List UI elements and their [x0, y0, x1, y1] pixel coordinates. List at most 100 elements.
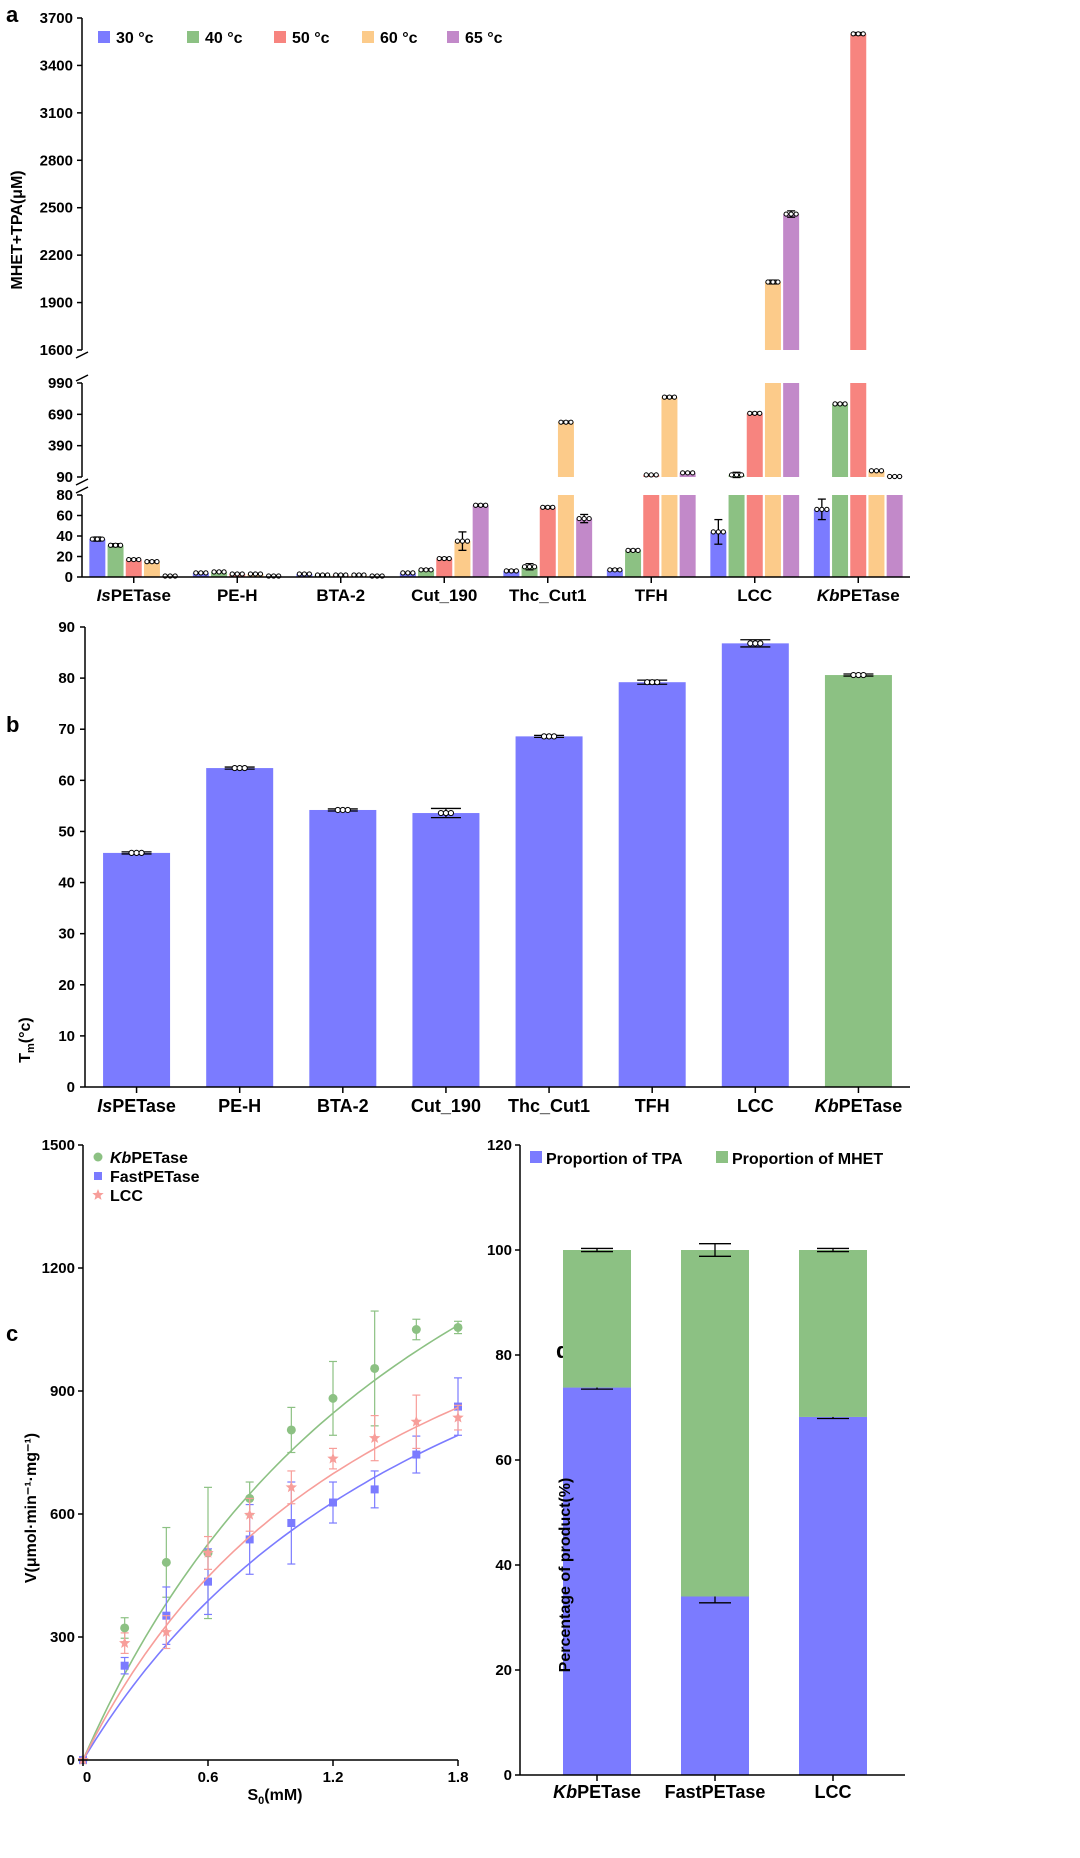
- a-legend-swatch-3: [362, 31, 374, 43]
- a-bar-0-2-pts-dot-0: [126, 556, 132, 563]
- a-bar-5-1: [625, 547, 642, 577]
- a-bar-4-0-seg-0: [503, 570, 520, 577]
- b-xtick-label-7-italic: Kb: [815, 1096, 839, 1116]
- a-bar-6-2-pts-dot-0: [747, 410, 753, 416]
- c-point-2-8: [410, 1415, 422, 1427]
- b-bar-4: [515, 733, 583, 1087]
- a-ytick-label-2-7: 3700: [40, 10, 73, 27]
- a-bar-1-1-pts: [211, 569, 227, 575]
- b-bar-1-pts: [231, 764, 248, 772]
- a-bar-6-0-seg-0: [710, 531, 727, 577]
- c-point-2-1: [119, 1637, 131, 1648]
- a-xtick-label-6: LCC: [737, 586, 772, 605]
- c-point-0-2: [161, 1557, 171, 1567]
- a-bar-1-2-pts-dot-1: [234, 571, 240, 577]
- a-bar-7-0-pts-dot-0: [814, 506, 820, 512]
- c-ytick-label-2: 600: [50, 1506, 75, 1523]
- a-bar-0-0-pts-dot-1: [94, 536, 100, 542]
- a-xtick-label-1-text: PE-H: [217, 586, 258, 605]
- b-bar-6: [721, 639, 789, 1087]
- b-xtick-label-6: LCC: [737, 1096, 774, 1116]
- b-xtick-label-3: Cut_190: [411, 1096, 481, 1116]
- d-xtick-label-0: KbPETase: [553, 1782, 641, 1802]
- a-bar-4-2-pts-dot-0: [540, 504, 546, 510]
- a-bar-5-0-seg-0: [606, 569, 623, 577]
- c-legend-label-2: LCC: [110, 1188, 143, 1205]
- a-legend-swatch-2: [274, 31, 286, 43]
- b-bar-4-pts-dot-0: [540, 733, 548, 740]
- c-point-1-4: [245, 1535, 254, 1544]
- a-bar-7-1-pts: [832, 401, 848, 407]
- d-ytick-label-0: 0: [504, 1767, 512, 1784]
- d-xtick-label-2: LCC: [815, 1782, 852, 1802]
- a-legend-label-3: 60 °c: [380, 30, 418, 47]
- a-ytick-label-1-2: 690: [48, 406, 73, 423]
- a-ytick-label-0-4: 80: [56, 487, 73, 504]
- b-bar-1-pts-dot-2: [241, 764, 248, 772]
- a-bar-0-2-pts: [126, 556, 142, 563]
- a-bar-0-2-seg-0: [125, 559, 142, 577]
- b-bar-6-pts-dot-0: [747, 640, 754, 647]
- a-bar-1-2: [229, 571, 246, 577]
- a-bar-3-1-pts: [418, 567, 434, 573]
- a-bar-6-1-seg-0: [728, 495, 745, 577]
- a-xtick-label-5: TFH: [635, 586, 668, 605]
- a-bar-5-0-pts-dot-2: [617, 567, 623, 573]
- a-bar-4-0-pts: [503, 568, 519, 574]
- a-bar-5-2-pts-dot-2: [653, 472, 659, 478]
- panel-a-legend: 30 °c 40 °c 50 °c 60 °c 65 °c: [98, 30, 503, 47]
- c-ytick-label-1: 300: [50, 1629, 75, 1646]
- a-bar-5-4-pts-dot-1: [685, 470, 691, 476]
- d-bar-1: [681, 1243, 749, 1775]
- panel-b-ylabel-unit: (°c): [17, 1017, 34, 1043]
- panel-d-axis: 0 20 40 60 80 100 120 KbPETase FastPETase LCC: [487, 1137, 905, 1802]
- a-bar-2-0-pts-dot-1: [301, 571, 307, 577]
- a-bar-7-0: [813, 498, 830, 577]
- a-bar-3-3-pts-dot-2: [464, 538, 471, 544]
- c-point-1-1: [120, 1661, 129, 1670]
- panel-c-label: c: [6, 1321, 18, 1346]
- c-axis-lines: [78, 1144, 459, 1766]
- d-bar-2: [799, 1247, 867, 1775]
- d-xtick-label-1: FastPETase: [665, 1782, 766, 1802]
- b-bar-7-pts-dot-2: [860, 671, 867, 679]
- a-bar-5-3: [661, 394, 678, 577]
- b-axis-lines: [80, 626, 910, 1093]
- a-bar-7-3: [868, 468, 885, 577]
- a-bar-4-3: [557, 419, 574, 577]
- b-xtick-label-2: BTA-2: [317, 1096, 369, 1116]
- a-bar-5-2-pts-dot-0: [643, 472, 649, 478]
- a-legend-label-1: 40 °c: [205, 30, 243, 47]
- a-bar-4-2-pts-dot-1: [545, 504, 551, 510]
- a-bar-0-1-pts-dot-2: [117, 542, 124, 548]
- panel-b-y-axis-label: Tm(°c): [17, 1017, 37, 1063]
- a-bar-5-4-pts-dot-2: [690, 470, 696, 476]
- d-bar-0: [563, 1247, 631, 1775]
- a-bar-4-3-pts-dot-0: [558, 419, 564, 425]
- c-point-2-7: [369, 1432, 381, 1443]
- b-bar-5-pts-dot-2: [654, 679, 661, 686]
- a-bar-6-0: [710, 518, 727, 577]
- b-xtick-label-7: KbPETase: [815, 1096, 903, 1116]
- a-bar-7-3-seg-1: [868, 470, 885, 477]
- a-bar-4-3-pts-dot-2: [568, 419, 574, 425]
- a-legend-swatch-1: [187, 31, 199, 43]
- a-bar-2-0-pts-dot-0: [296, 571, 302, 577]
- a-bar-6-2: [746, 410, 763, 577]
- d-legend-swatch-0: [530, 1151, 542, 1163]
- b-ytick-label-2: 20: [58, 977, 75, 994]
- c-legend-marker-2: [92, 1189, 104, 1200]
- a-bar-3-4-pts: [473, 502, 489, 508]
- a-bar-5-1-pts-dot-2: [635, 547, 641, 553]
- b-bar-1-rect: [206, 768, 274, 1087]
- a-bar-7-3-pts: [868, 468, 885, 474]
- a-bar-7-1-pts-dot-1: [837, 401, 843, 407]
- panel-c-plot: [77, 1310, 464, 1765]
- a-bar-3-2: [436, 555, 453, 577]
- b-bar-3-pts: [437, 809, 455, 817]
- b-xtick-label-1-text: PE-H: [218, 1096, 261, 1116]
- c-ytick-label-5: 1500: [42, 1137, 75, 1154]
- a-bar-1-0-pts-dot-1: [198, 570, 204, 576]
- a-bar-3-3-pts-dot-1: [459, 538, 466, 544]
- c-legend-label-text-1: FastPETase: [110, 1169, 200, 1186]
